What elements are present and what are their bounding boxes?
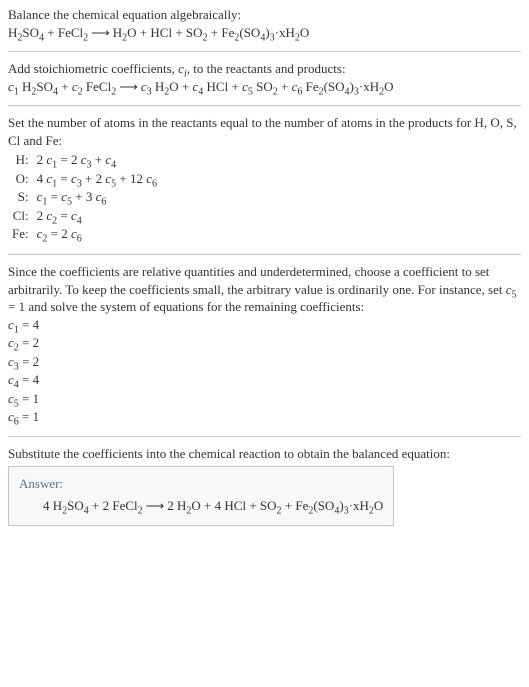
separator	[8, 105, 521, 106]
table-row: S: c1 = c5 + 3 c6	[8, 188, 161, 207]
stoich-ci: ci	[178, 61, 187, 76]
table-row: O: 4 c1 = c3 + 2 c5 + 12 c6	[8, 170, 161, 189]
coef-item: c6 = 1	[8, 408, 521, 426]
separator	[8, 254, 521, 255]
answer-box: Answer: 4 H2SO4 + 2 FeCl2⟶2 H2O + 4 HCl …	[8, 466, 394, 525]
atom-eq: 4 c1 = c3 + 2 c5 + 12 c6	[33, 170, 161, 189]
choose-intro: Since the coefficients are relative quan…	[8, 263, 521, 316]
separator	[8, 51, 521, 52]
table-row: H: 2 c1 = 2 c3 + c4	[8, 151, 161, 170]
separator	[8, 436, 521, 437]
answer-eq: 4 H2SO4 + 2 FeCl2⟶2 H2O + 4 HCl + SO2 + …	[19, 497, 383, 515]
stoich-intro-pre: Add stoichiometric coefficients,	[8, 61, 178, 76]
section-stoich: Add stoichiometric coefficients, ci, to …	[8, 60, 521, 95]
atom-label: H:	[8, 151, 33, 170]
atom-label: Cl:	[8, 207, 33, 226]
atom-eq: c1 = c5 + 3 c6	[33, 188, 161, 207]
stoich-intro: Add stoichiometric coefficients, ci, to …	[8, 60, 521, 78]
stoich-eq: c1 H2SO4 + c2 FeCl2⟶c3 H2O + c4 HCl + c5…	[8, 78, 521, 96]
atoms-intro: Set the number of atoms in the reactants…	[8, 114, 521, 149]
atoms-table: H: 2 c1 = 2 c3 + c4 O: 4 c1 = c3 + 2 c5 …	[8, 151, 161, 244]
substitute-intro: Substitute the coefficients into the che…	[8, 445, 521, 463]
section-choose: Since the coefficients are relative quan…	[8, 263, 521, 426]
atom-eq: 2 c2 = c4	[33, 207, 161, 226]
atom-eq: 2 c1 = 2 c3 + c4	[33, 151, 161, 170]
coef-item: c2 = 2	[8, 334, 521, 352]
coef-list: c1 = 4 c2 = 2 c3 = 2 c4 = 4 c5 = 1 c6 = …	[8, 316, 521, 426]
coef-item: c5 = 1	[8, 390, 521, 408]
atom-label: O:	[8, 170, 33, 189]
atom-label: S:	[8, 188, 33, 207]
balance-intro-text: Balance the chemical equation algebraica…	[8, 6, 521, 24]
section-balance-intro: Balance the chemical equation algebraica…	[8, 6, 521, 41]
coef-item: c4 = 4	[8, 371, 521, 389]
atom-label: Fe:	[8, 225, 33, 244]
section-substitute: Substitute the coefficients into the che…	[8, 445, 521, 526]
stoich-intro-post: , to the reactants and products:	[187, 61, 346, 76]
table-row: Fe: c2 = 2 c6	[8, 225, 161, 244]
table-row: Cl: 2 c2 = c4	[8, 207, 161, 226]
coef-item: c3 = 2	[8, 353, 521, 371]
atom-eq: c2 = 2 c6	[33, 225, 161, 244]
answer-label: Answer:	[19, 475, 383, 493]
balance-intro-eq: H2SO4 + FeCl2⟶H2O + HCl + SO2 + Fe2(SO4)…	[8, 24, 521, 42]
coef-item: c1 = 4	[8, 316, 521, 334]
section-atoms: Set the number of atoms in the reactants…	[8, 114, 521, 244]
